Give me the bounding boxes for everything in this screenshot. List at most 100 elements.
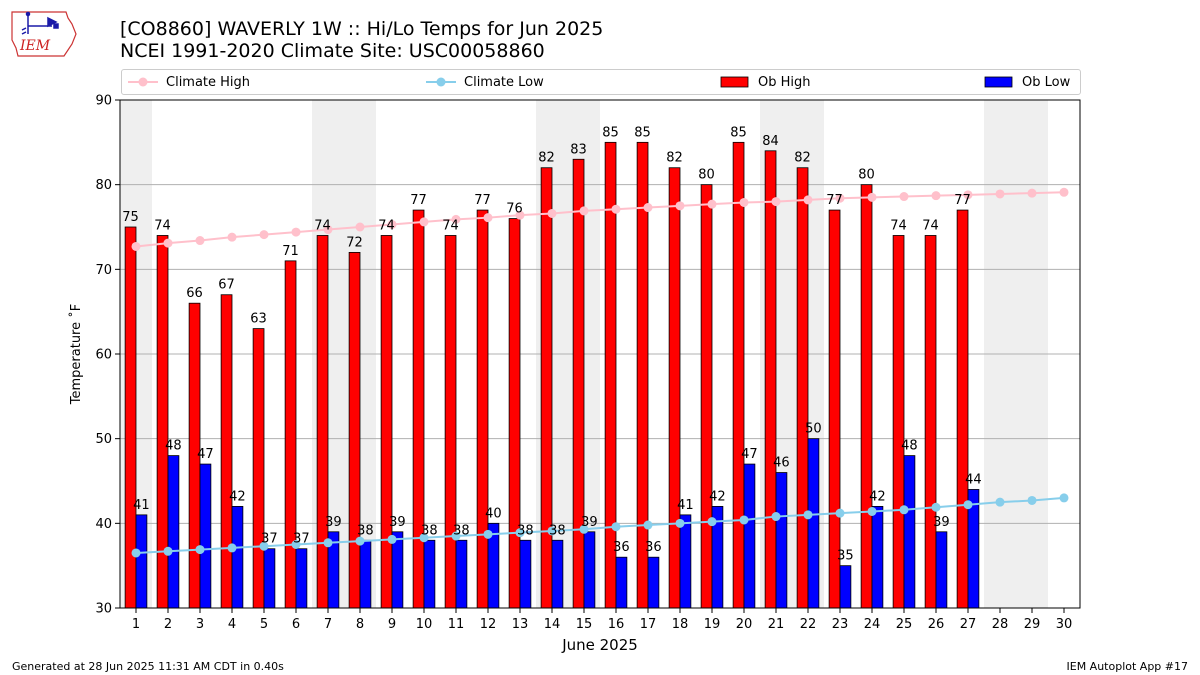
y-tick-label: 50 bbox=[95, 432, 112, 447]
legend-item-ob-low: Ob Low bbox=[984, 74, 1070, 90]
x-tick-label: 1 bbox=[132, 617, 140, 632]
bar-label-low: 42 bbox=[869, 489, 886, 504]
legend-climate-low-swatch bbox=[426, 77, 456, 87]
bar-label-high: 85 bbox=[634, 125, 651, 140]
bar-high bbox=[700, 184, 713, 609]
bar-label-high: 80 bbox=[858, 168, 875, 183]
logo-text: IEM bbox=[19, 38, 51, 54]
bar-label-low: 44 bbox=[965, 472, 982, 487]
climate-low-point bbox=[707, 517, 717, 527]
climate-high-point bbox=[387, 219, 397, 229]
bar-high bbox=[668, 167, 681, 609]
bar-high bbox=[284, 260, 297, 609]
bar-high bbox=[732, 141, 745, 609]
bar-label-high: 74 bbox=[442, 218, 459, 233]
x-tick-label: 28 bbox=[992, 617, 1009, 632]
climate-high-point bbox=[355, 222, 365, 232]
bar-label-low: 35 bbox=[837, 549, 854, 564]
chart-title: [CO8860] WAVERLY 1W :: Hi/Lo Temps for J… bbox=[120, 18, 604, 40]
bar-label-low: 48 bbox=[165, 439, 182, 454]
legend-climate-high-swatch bbox=[128, 77, 158, 87]
app-label: IEM Autoplot App #17 bbox=[1066, 660, 1189, 673]
bar-label-low: 38 bbox=[421, 523, 438, 538]
climate-high-point bbox=[675, 201, 685, 211]
bar-high bbox=[860, 184, 873, 609]
bar-label-low: 36 bbox=[613, 540, 630, 555]
legend-item-climate-low: Climate Low bbox=[426, 74, 544, 90]
x-tick-label: 27 bbox=[960, 617, 977, 632]
climate-high-point bbox=[739, 197, 749, 207]
bar-label-low: 42 bbox=[709, 489, 726, 504]
climate-low-point bbox=[355, 536, 365, 546]
bar-low bbox=[775, 472, 788, 609]
bar-high bbox=[636, 141, 649, 609]
climate-high-point bbox=[419, 217, 429, 227]
climate-high-point bbox=[963, 190, 973, 200]
bar-high bbox=[412, 209, 425, 609]
climate-low-point bbox=[419, 533, 429, 543]
bar-label-high: 74 bbox=[922, 218, 939, 233]
bar-label-low: 41 bbox=[133, 498, 150, 513]
bar-label-high: 82 bbox=[666, 151, 683, 166]
bar-label-low: 40 bbox=[485, 506, 502, 521]
bar-label-low: 38 bbox=[517, 523, 534, 538]
bar-low bbox=[647, 556, 660, 609]
bar-label-low: 41 bbox=[677, 498, 694, 513]
climate-high-point bbox=[579, 206, 589, 216]
climate-high-point bbox=[227, 232, 237, 242]
legend-item-climate-high: Climate High bbox=[128, 74, 250, 90]
climate-low-point bbox=[963, 500, 973, 510]
iem-logo: IEM bbox=[8, 4, 80, 60]
x-tick-label: 7 bbox=[324, 617, 332, 632]
climate-low-point bbox=[835, 508, 845, 518]
x-tick-label: 16 bbox=[608, 617, 625, 632]
bar-label-high: 74 bbox=[378, 218, 395, 233]
bar-low bbox=[231, 505, 244, 609]
bar-label-low: 48 bbox=[901, 439, 918, 454]
bar-high bbox=[956, 209, 969, 609]
bar-label-low: 38 bbox=[357, 523, 374, 538]
climate-high-point bbox=[195, 236, 205, 246]
x-tick-label: 24 bbox=[864, 617, 881, 632]
bar-high bbox=[348, 251, 361, 609]
bar-low bbox=[135, 514, 148, 609]
generated-timestamp: Generated at 28 Jun 2025 11:31 AM CDT in… bbox=[12, 660, 284, 673]
bar-label-low: 37 bbox=[293, 532, 310, 547]
climate-low-point bbox=[195, 545, 205, 555]
bar-label-high: 85 bbox=[730, 125, 747, 140]
bar-label-high: 72 bbox=[346, 235, 363, 250]
bar-label-high: 74 bbox=[154, 218, 171, 233]
y-tick-label: 30 bbox=[95, 602, 112, 617]
bar-label-low: 39 bbox=[581, 515, 598, 530]
bar-label-high: 77 bbox=[954, 193, 971, 208]
legend: Climate High Climate Low Ob High Ob Low bbox=[121, 69, 1081, 95]
x-tick-label: 6 bbox=[292, 617, 300, 632]
climate-high-point bbox=[1059, 187, 1069, 197]
climate-low-point bbox=[131, 548, 141, 558]
climate-high-point bbox=[131, 241, 141, 251]
y-tick-label: 90 bbox=[95, 94, 112, 109]
bar-label-high: 77 bbox=[826, 193, 843, 208]
climate-low-point bbox=[931, 502, 941, 512]
bar-low bbox=[839, 565, 852, 609]
climate-low-point bbox=[739, 515, 749, 525]
x-tick-label: 8 bbox=[356, 617, 364, 632]
climate-high-point bbox=[483, 213, 493, 223]
chart-subtitle: NCEI 1991-2020 Climate Site: USC00058860 bbox=[120, 40, 545, 62]
x-tick-label: 30 bbox=[1056, 617, 1073, 632]
climate-high-point bbox=[515, 210, 525, 220]
x-tick-label: 15 bbox=[576, 617, 593, 632]
bar-label-high: 80 bbox=[698, 168, 715, 183]
climate-low-point bbox=[259, 541, 269, 551]
bar-high bbox=[796, 167, 809, 609]
climate-high-point bbox=[451, 214, 461, 224]
bar-low bbox=[295, 548, 308, 609]
climate-high-point bbox=[803, 195, 813, 205]
x-tick-label: 5 bbox=[260, 617, 268, 632]
bar-label-high: 74 bbox=[314, 218, 331, 233]
bar-high bbox=[444, 235, 457, 609]
x-tick-label: 9 bbox=[388, 617, 396, 632]
climate-high-point bbox=[995, 189, 1005, 199]
